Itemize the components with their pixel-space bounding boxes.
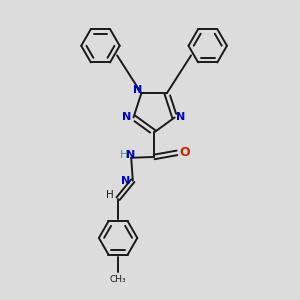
Text: N: N — [121, 176, 130, 187]
Text: O: O — [180, 146, 190, 159]
Text: N: N — [134, 85, 143, 95]
Text: H: H — [120, 150, 128, 160]
Text: H: H — [106, 190, 114, 200]
Text: CH₃: CH₃ — [110, 275, 126, 284]
Text: N: N — [122, 112, 132, 122]
Text: N: N — [126, 150, 135, 160]
Text: N: N — [176, 112, 185, 122]
